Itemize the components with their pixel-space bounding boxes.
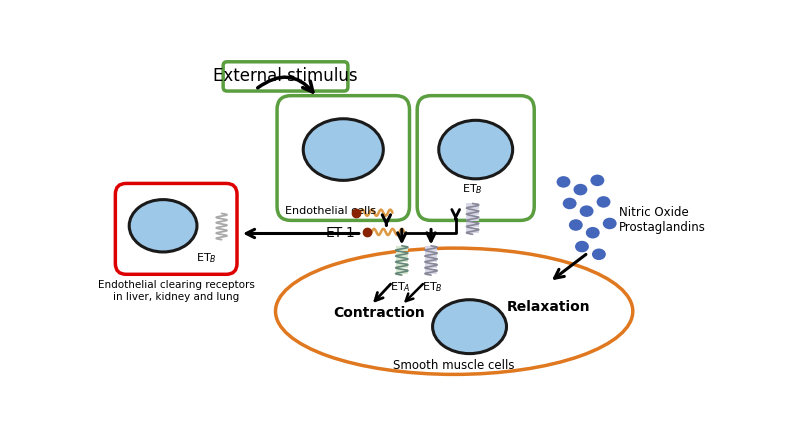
Ellipse shape [569,219,583,231]
Text: External stimulus: External stimulus [213,68,358,85]
Bar [466,204,478,209]
Ellipse shape [275,248,633,374]
Ellipse shape [579,205,594,217]
Bar [425,246,437,251]
Ellipse shape [563,198,576,209]
Bar [396,258,408,263]
Bar [425,252,437,257]
Text: ET-1: ET-1 [326,226,356,240]
Text: ET$_B$: ET$_B$ [422,280,443,294]
Bar [466,222,478,227]
Bar [466,210,478,215]
Ellipse shape [586,227,599,238]
FancyBboxPatch shape [417,96,534,221]
Ellipse shape [432,300,506,354]
FancyBboxPatch shape [277,96,409,221]
Bar [425,258,437,263]
Text: Nitric Oxide
Prostaglandins: Nitric Oxide Prostaglandins [619,207,706,235]
Ellipse shape [573,184,587,196]
Ellipse shape [303,119,384,180]
Bar [466,228,478,233]
Bar [396,246,408,251]
Text: Contraction: Contraction [333,306,424,320]
Bar [425,269,437,274]
Bar [396,269,408,274]
Ellipse shape [575,241,589,252]
Bar [396,264,408,268]
Text: Endothelial cells: Endothelial cells [285,206,376,216]
Bar [425,264,437,268]
Text: ET$_B$: ET$_B$ [196,251,217,265]
Ellipse shape [129,200,197,252]
Ellipse shape [592,249,606,260]
Text: ET$_B$: ET$_B$ [462,182,483,196]
Bar [466,216,478,221]
FancyBboxPatch shape [223,62,348,91]
Text: Relaxation: Relaxation [506,300,590,314]
Text: Smooth muscle cells: Smooth muscle cells [393,359,515,372]
Ellipse shape [596,196,611,208]
FancyBboxPatch shape [115,184,237,274]
Text: ET$_A$: ET$_A$ [390,280,411,294]
Ellipse shape [603,218,617,229]
Ellipse shape [591,175,604,186]
Ellipse shape [439,120,513,179]
Bar [396,252,408,257]
Ellipse shape [556,176,571,188]
Text: Endothelial clearing receptors
in liver, kidney and lung: Endothelial clearing receptors in liver,… [98,280,255,302]
